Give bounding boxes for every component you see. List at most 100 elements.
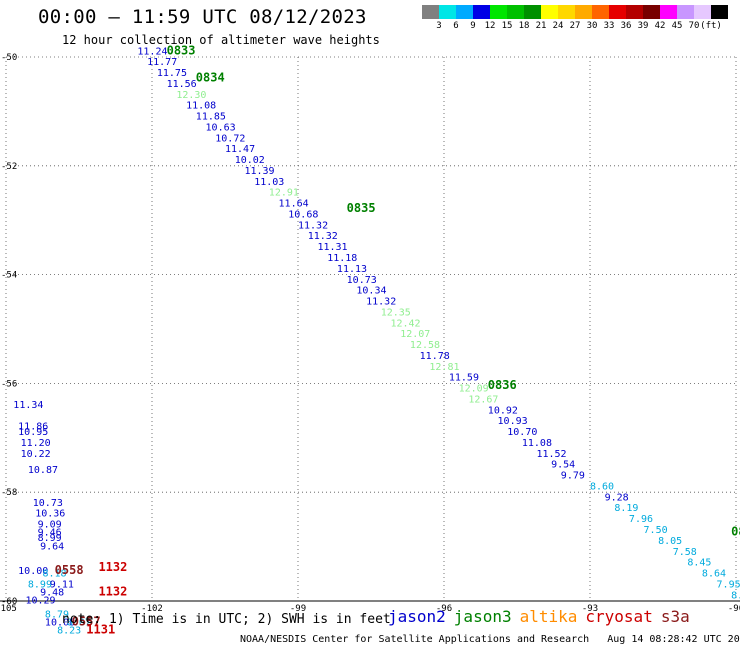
legend-jason3: jason3 — [453, 607, 512, 626]
swh-value-label: 8.70 — [731, 590, 740, 601]
y-tick-label: -50 — [1, 53, 17, 63]
x-tick-label: -105 — [0, 604, 17, 614]
swh-value-label: 11.78 — [420, 351, 450, 362]
swh-value-label: 8.99 — [28, 579, 52, 590]
colorbar-label: 33 — [603, 21, 615, 31]
footer-credit: NOAA/NESDIS Center for Satellite Applica… — [240, 634, 740, 645]
swh-value-label: 11.13 — [337, 264, 367, 275]
swh-value-label: 10.73 — [33, 498, 63, 509]
y-tick-label: -58 — [1, 488, 17, 498]
footer-timestamp: Aug 14 08:28:42 UTC 2023 — [607, 634, 740, 645]
swh-value-label: 10.68 — [288, 209, 318, 220]
swh-value-label: 12.81 — [429, 362, 459, 373]
y-tick-label: -52 — [1, 162, 17, 172]
swh-value-label: 11.31 — [317, 242, 347, 253]
x-tick-label: -99 — [290, 604, 306, 614]
colorbar-label: 24 — [552, 21, 564, 31]
swh-value-label: 10.73 — [347, 275, 377, 286]
colorbar-swatch — [558, 5, 575, 19]
page-subtitle: 12 hour collection of altimeter wave hei… — [62, 33, 380, 47]
swh-value-label: 12.30 — [176, 90, 206, 101]
swh-value-label: 10.02 — [235, 155, 265, 166]
swh-value-label: 11.32 — [308, 231, 338, 242]
swh-value-label: 7.96 — [629, 514, 653, 525]
swh-value-label: 11.39 — [244, 166, 274, 177]
y-tick-label: -60 — [1, 597, 17, 607]
swh-value-label: 10.22 — [21, 449, 51, 460]
swh-value-label: 10.70 — [507, 427, 537, 438]
swh-value-label: 11.85 — [196, 112, 226, 123]
satellite-legend: jason2 jason3 altika cryosat s3a — [388, 607, 698, 626]
x-tick-label: -93 — [582, 604, 598, 614]
swh-value-label: 8.64 — [702, 569, 726, 580]
swh-value-label: 12.35 — [381, 307, 411, 318]
pass-time-label: 0833 — [167, 43, 196, 57]
colorbar-swatch — [490, 5, 507, 19]
colorbar-label: 42 — [654, 21, 666, 31]
colorbar-label: 30 — [586, 21, 598, 31]
swh-value-label: 10.72 — [215, 133, 245, 144]
colorbar-swatch — [439, 5, 456, 19]
colorbar-swatch — [473, 5, 490, 19]
swh-value-label: 10.29 — [25, 596, 55, 607]
colorbar-swatch — [711, 5, 728, 19]
footer-source: NOAA/NESDIS Center for Satellite Applica… — [240, 634, 590, 645]
colorbar-label: 45 — [671, 21, 683, 31]
swh-value-label: 9.79 — [561, 471, 585, 482]
pass-time-label: 0835 — [347, 201, 376, 215]
swh-value-label: 8.18 — [43, 569, 67, 580]
swh-value-label: 11.32 — [298, 220, 328, 231]
pass-time-label: 1131 — [86, 623, 115, 637]
legend-jason2: jason2 — [388, 607, 446, 626]
colorbar-swatch — [507, 5, 524, 19]
swh-value-label: 11.86 — [18, 422, 48, 433]
swh-value-label: 11.24 — [137, 46, 167, 57]
swh-value-label: 10.63 — [206, 122, 236, 133]
swh-value-label: 11.77 — [147, 57, 177, 68]
colorbar-swatch — [422, 5, 439, 19]
swh-value-label: 9.46 — [38, 528, 62, 539]
swh-value-label: 8.79 — [45, 609, 69, 620]
colorbar-swatch — [541, 5, 558, 19]
swh-value-label: 10.08 — [45, 617, 75, 628]
colorbar-labels: 3 6 9 12 15 18 21 24 27 30 33 36 39 42 45 70 (ft) — [422, 21, 728, 33]
colorbar-label: 12 — [484, 21, 496, 31]
swh-value-label: 12.67 — [468, 394, 498, 405]
colorbar-swatch — [456, 5, 473, 19]
swh-value-label: 11.32 — [366, 297, 396, 308]
swh-value-label: 11.18 — [327, 253, 357, 264]
swh-value-label: 11.08 — [186, 101, 216, 112]
colorbar-label: 3 — [436, 21, 442, 31]
swh-value-label: 9.09 — [38, 520, 62, 531]
units-note: note: 1) Time is in UTC; 2) SWH is in fe… — [62, 612, 391, 627]
colorbar-swatch — [677, 5, 694, 19]
pass-time-label: 1132 — [98, 560, 127, 574]
colorbar-swatch — [609, 5, 626, 19]
pass-time-label: 0836 — [488, 378, 517, 392]
swh-value-label: 11.59 — [449, 373, 479, 384]
swh-value-label: 11.03 — [254, 177, 284, 188]
swh-value-label: 9.64 — [40, 541, 64, 552]
colorbar-swatch — [660, 5, 677, 19]
pass-time-label: 1132 — [98, 585, 127, 599]
colorbar-label: 36 — [620, 21, 632, 31]
legend-s3a: s3a — [660, 607, 690, 626]
swh-value-label: 8.99 — [38, 533, 62, 544]
swh-value-label: 8.05 — [658, 536, 682, 547]
colorbar-label: (ft) — [700, 21, 722, 31]
x-tick-label: -96 — [436, 604, 452, 614]
swh-value-label: 11.75 — [157, 68, 187, 79]
swh-value-label: 11.56 — [167, 79, 197, 90]
swh-value-label: 12.42 — [390, 318, 420, 329]
swh-value-label: 8.60 — [590, 481, 614, 492]
swh-value-label: 10.87 — [28, 465, 58, 476]
colorbar-swatch — [592, 5, 609, 19]
colorbar-swatch — [643, 5, 660, 19]
swh-value-label: 8.19 — [614, 503, 638, 514]
swh-value-label: 12.09 — [459, 384, 489, 395]
swh-value-label: 8.07 — [67, 617, 91, 628]
page-title: 00:00 – 11:59 UTC 08/12/2023 — [38, 6, 367, 28]
swh-value-label: 7.95 — [717, 579, 740, 590]
swh-value-label: 11.08 — [522, 438, 552, 449]
